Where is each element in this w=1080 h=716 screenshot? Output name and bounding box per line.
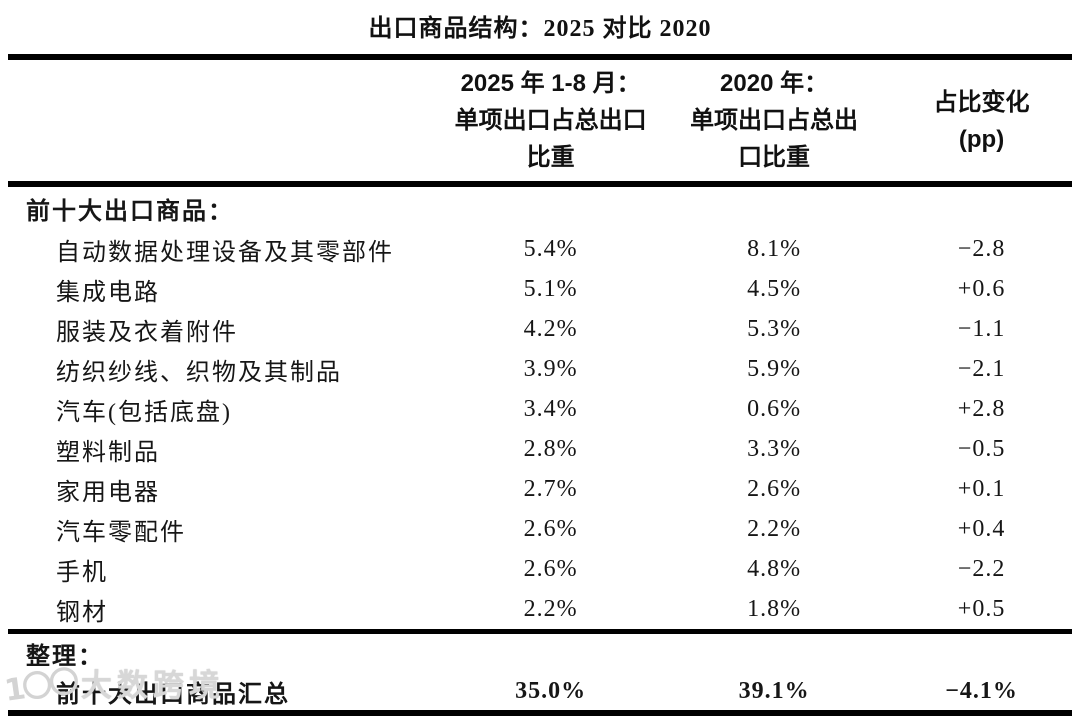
column-header-2020-line2: 单项出口占总出: [690, 107, 859, 134]
commodity-name: 纺织纱线、织物及其制品: [56, 359, 342, 386]
share-2020: 5.9%: [747, 355, 802, 382]
column-header-commodity: [8, 57, 444, 184]
table-row: 纺织纱线、织物及其制品 3.9% 5.9% −2.1: [8, 349, 1072, 389]
table-row: 服装及衣着附件 4.2% 5.3% −1.1: [8, 309, 1072, 349]
share-2020: 0.6%: [747, 395, 802, 422]
table-row: 汽车零配件 2.6% 2.2% +0.4: [8, 509, 1072, 549]
share-change: +0.4: [957, 515, 1006, 542]
share-change: −2.8: [957, 235, 1006, 262]
share-2025: 4.2%: [523, 315, 578, 342]
commodity-name: 汽车(包括底盘): [56, 399, 232, 426]
column-header-2025-line1: 2025 年 1-8 月：: [460, 70, 641, 97]
share-2025: 2.7%: [523, 475, 578, 502]
share-2025: 3.4%: [523, 395, 578, 422]
page-title: 出口商品结构：2025 对比 2020: [368, 16, 712, 42]
share-2020: 1.8%: [747, 595, 802, 622]
share-change: −1.1: [957, 315, 1006, 342]
column-header-2020-share: 2020 年： 单项出口占总出 口比重: [657, 57, 891, 184]
commodity-name: 集成电路: [56, 279, 160, 306]
share-2025: 2.8%: [523, 435, 578, 462]
commodity-name: 塑料制品: [56, 439, 160, 466]
share-2020: 2.2%: [747, 515, 802, 542]
share-change: +0.5: [957, 595, 1006, 622]
share-2020: 8.1%: [747, 235, 802, 262]
share-2020: 4.5%: [747, 275, 802, 302]
share-change: −2.1: [957, 355, 1006, 382]
table-row: 塑料制品 2.8% 3.3% −0.5: [8, 429, 1072, 469]
section-header-row: 前十大出口商品：: [8, 184, 1072, 229]
share-2025: 5.1%: [523, 275, 578, 302]
summary-section: 整理： 前十大出口商品汇总 35.0% 39.1% −4.1%: [8, 632, 1072, 714]
commodity-name: 汽车零配件: [56, 519, 186, 546]
table-row: 钢材 2.2% 1.8% +0.5: [8, 589, 1072, 632]
commodity-name: 服装及衣着附件: [56, 319, 238, 346]
share-2020: 2.6%: [747, 475, 802, 502]
summary-share-2020: 39.1%: [738, 677, 810, 704]
section-header-top10: 前十大出口商品：: [26, 197, 234, 225]
share-2025: 2.6%: [523, 515, 578, 542]
column-header-2020-line1: 2020 年：: [720, 70, 829, 97]
export-commodity-table: 2025 年 1-8 月： 单项出口占总出口 比重 2020 年： 单项出口占总…: [8, 54, 1072, 716]
summary-share-change: −4.1%: [945, 677, 1018, 704]
commodity-name: 钢材: [56, 599, 108, 626]
summary-row: 前十大出口商品汇总 35.0% 39.1% −4.1%: [8, 672, 1072, 713]
summary-share-2025: 35.0%: [515, 677, 587, 704]
share-2020: 3.3%: [747, 435, 802, 462]
top10-section: 前十大出口商品： 自动数据处理设备及其零部件 5.4% 8.1% −2.8 集成…: [8, 184, 1072, 632]
column-header-2025-share: 2025 年 1-8 月： 单项出口占总出口 比重: [444, 57, 657, 184]
column-header-2025-line2: 单项出口占总出口: [454, 107, 647, 134]
share-change: −2.2: [957, 555, 1006, 582]
table-row: 手机 2.6% 4.8% −2.2: [8, 549, 1072, 589]
section-header-summary: 整理：: [26, 642, 104, 670]
commodity-name: 家用电器: [56, 479, 160, 506]
table-row: 自动数据处理设备及其零部件 5.4% 8.1% −2.8: [8, 229, 1072, 269]
column-header-change-line2: (pp): [958, 125, 1005, 153]
share-change: +2.8: [957, 395, 1006, 422]
share-change: −0.5: [957, 435, 1006, 462]
column-header-change: 占比变化 (pp): [891, 57, 1072, 184]
table-row: 集成电路 5.1% 4.5% +0.6: [8, 269, 1072, 309]
share-change: +0.6: [957, 275, 1006, 302]
share-2025: 2.2%: [523, 595, 578, 622]
share-2020: 4.8%: [747, 555, 802, 582]
share-change: +0.1: [957, 475, 1006, 502]
column-header-2025-line3: 比重: [526, 144, 575, 171]
table-row: 家用电器 2.7% 2.6% +0.1: [8, 469, 1072, 509]
summary-name: 前十大出口商品汇总: [56, 681, 290, 708]
commodity-name: 手机: [56, 559, 108, 586]
column-header-change-line1: 占比变化: [933, 88, 1030, 116]
table-header: 2025 年 1-8 月： 单项出口占总出口 比重 2020 年： 单项出口占总…: [8, 57, 1072, 184]
share-2025: 2.6%: [523, 555, 578, 582]
share-2025: 3.9%: [523, 355, 578, 382]
commodity-name: 自动数据处理设备及其零部件: [56, 239, 394, 266]
section-header-row: 整理：: [8, 632, 1072, 673]
table-row: 汽车(包括底盘) 3.4% 0.6% +2.8: [8, 389, 1072, 429]
share-2020: 5.3%: [747, 315, 802, 342]
column-header-2020-line3: 口比重: [738, 144, 811, 171]
share-2025: 5.4%: [523, 235, 578, 262]
